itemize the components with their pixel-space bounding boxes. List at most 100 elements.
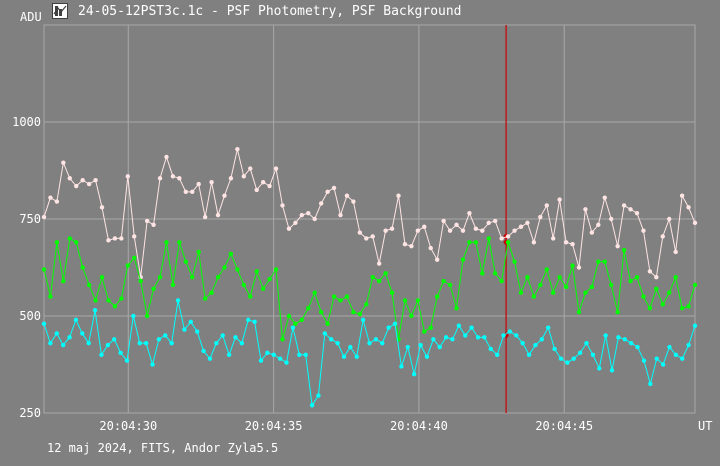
series-point: [518, 290, 524, 295]
footer-info: 12 maj 2024, FITS, Andor Zyla5.5: [47, 441, 279, 455]
y-tick-label: 500: [19, 309, 41, 323]
series-point: [164, 154, 169, 160]
series-point: [615, 243, 620, 249]
series-point: [312, 216, 317, 222]
series-point: [447, 282, 453, 288]
series-point: [177, 240, 182, 245]
series-point: [228, 251, 234, 257]
series-point: [460, 257, 466, 262]
series-point: [309, 403, 315, 408]
series-point: [106, 298, 111, 303]
series-point: [628, 278, 633, 284]
series-point: [41, 267, 47, 272]
series-point: [473, 240, 479, 245]
series-point: [488, 346, 493, 352]
series-point: [329, 337, 334, 342]
axis-labels: 250 500 750 1000 20:04:30 20:04:35 20:04:40 20:…: [12, 10, 712, 433]
series-point: [376, 278, 382, 284]
series-point: [73, 317, 79, 323]
series-point: [539, 337, 545, 342]
series-point: [424, 354, 430, 359]
series-point: [215, 212, 221, 218]
series-point: [679, 306, 685, 311]
series-point: [303, 352, 308, 357]
series-point: [54, 240, 60, 245]
series-point: [163, 333, 168, 338]
series-point: [354, 354, 359, 359]
series-point: [338, 212, 343, 218]
series-point: [48, 195, 53, 200]
series-point: [686, 342, 691, 348]
series-point: [571, 356, 576, 361]
series-point: [680, 356, 685, 361]
window-title: 24-05-12PST3c.1c - PSF Photometry, PSF B…: [78, 4, 462, 19]
series-point: [615, 309, 620, 315]
series-point: [409, 313, 414, 319]
series-point: [383, 271, 388, 276]
series-point: [182, 327, 187, 332]
series-point: [373, 337, 379, 342]
series-point: [546, 325, 551, 330]
series-point: [576, 265, 582, 270]
series-point: [41, 321, 47, 326]
series-point: [260, 179, 266, 185]
series-point: [565, 360, 570, 365]
series-point: [124, 358, 130, 363]
series-point: [131, 313, 136, 319]
series-point: [284, 360, 289, 365]
series-point: [143, 340, 149, 346]
series-point: [239, 340, 245, 346]
series-point: [241, 174, 247, 179]
series-point: [648, 381, 653, 387]
series-line-1: [43, 149, 696, 279]
series-point: [505, 240, 511, 245]
series-point: [525, 220, 530, 226]
series-point: [531, 294, 537, 299]
series-point: [157, 176, 163, 181]
series-point: [583, 290, 588, 295]
series-point: [357, 311, 363, 317]
series-point: [597, 366, 602, 371]
series-point: [144, 218, 150, 224]
series-point: [61, 278, 66, 284]
series-point: [603, 333, 608, 338]
series-point: [325, 321, 330, 326]
series-point: [616, 335, 621, 340]
series-point: [499, 236, 504, 241]
series-point: [312, 290, 317, 295]
series-point: [376, 261, 382, 266]
series-layer: [41, 146, 698, 408]
series-point: [306, 306, 311, 311]
series-point: [422, 329, 427, 334]
series-point: [544, 203, 549, 208]
series-point: [609, 368, 615, 373]
series-point: [183, 189, 189, 195]
series-point: [463, 333, 468, 338]
series-point: [322, 331, 328, 336]
series-point: [41, 214, 47, 220]
series-point: [389, 290, 395, 295]
series-point: [550, 236, 556, 241]
series-point: [125, 174, 130, 179]
series-point: [48, 340, 53, 346]
series-point: [201, 348, 206, 354]
series-point: [392, 321, 398, 326]
series-point: [67, 236, 72, 241]
series-point: [686, 304, 691, 309]
series-point: [422, 224, 427, 229]
series-point: [428, 245, 433, 251]
series-point: [132, 234, 137, 239]
series-point: [196, 181, 201, 187]
series-point: [544, 267, 549, 272]
series-point: [241, 282, 247, 288]
series-point: [228, 176, 234, 181]
series-point: [596, 222, 601, 228]
series-point: [505, 234, 511, 239]
series-point: [647, 306, 653, 311]
series-point: [74, 240, 79, 245]
series-point: [641, 228, 646, 233]
series-point: [48, 294, 53, 299]
series-point: [589, 284, 595, 290]
series-point: [331, 294, 337, 299]
